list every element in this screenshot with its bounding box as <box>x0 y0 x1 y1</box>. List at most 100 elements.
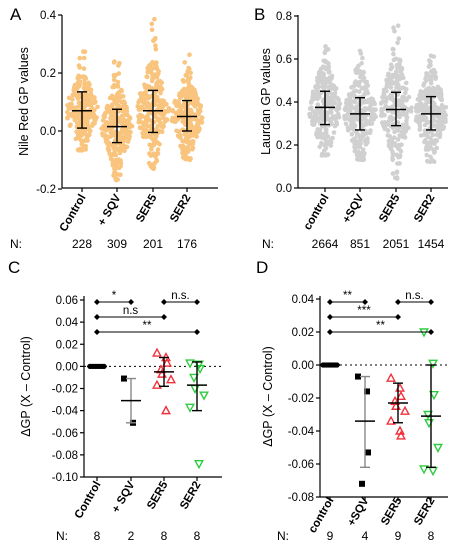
data-point <box>424 146 430 151</box>
data-point <box>189 373 199 383</box>
bracket-end-marker <box>161 299 167 305</box>
data-point <box>187 52 192 58</box>
data-point <box>401 85 407 91</box>
bracket-end-marker <box>128 299 134 305</box>
data-point <box>76 131 81 136</box>
data-point <box>139 94 145 100</box>
data-point <box>363 121 369 127</box>
data-point <box>391 51 396 57</box>
data-point <box>357 144 363 150</box>
data-point <box>415 105 420 111</box>
data-point <box>118 160 124 166</box>
data-point <box>113 146 119 151</box>
data-point <box>355 117 360 122</box>
data-point <box>181 117 186 122</box>
data-point <box>154 60 159 65</box>
data-point <box>366 97 372 103</box>
data-point <box>389 109 395 115</box>
panel-c: C ΔGP (X – Control) 0.06 0.04 0.02 0.00 -0.02 -… <box>8 258 222 543</box>
data-point <box>349 131 355 137</box>
data-point <box>88 87 94 93</box>
data-point <box>435 84 441 90</box>
data-point <box>152 65 157 71</box>
data-point <box>309 105 314 110</box>
data-point <box>320 64 326 69</box>
data-point <box>379 120 385 125</box>
data-point <box>317 73 322 79</box>
data-point <box>182 92 188 98</box>
data-point <box>381 112 386 117</box>
data-point <box>333 101 338 106</box>
y-tick-label: -0.04 <box>52 406 79 418</box>
data-point <box>433 443 443 453</box>
data-point <box>360 147 366 152</box>
data-point <box>112 150 117 155</box>
data-point <box>111 77 117 83</box>
data-point <box>396 430 406 440</box>
data-point <box>397 161 402 166</box>
data-point <box>81 66 87 71</box>
data-point <box>422 139 427 145</box>
n-prefix-label: N: <box>10 237 22 251</box>
data-point <box>351 137 357 142</box>
data-point <box>348 118 354 123</box>
data-point <box>88 91 94 96</box>
data-point <box>359 61 364 66</box>
data-point <box>195 97 200 103</box>
category-label: +SQV <box>341 192 367 225</box>
data-point <box>390 171 396 176</box>
data-point <box>330 114 336 120</box>
panel-letter: A <box>10 5 22 24</box>
data-point <box>113 166 119 171</box>
data-point <box>414 114 420 119</box>
y-tick-label: -0.08 <box>52 450 78 462</box>
data-point <box>430 69 435 74</box>
data-point <box>420 114 425 120</box>
data-point <box>403 90 408 96</box>
data-point <box>364 79 370 85</box>
data-point <box>192 90 198 95</box>
data-point <box>436 91 442 96</box>
y-tick-label: 0.2 <box>276 140 292 152</box>
data-point <box>435 114 441 119</box>
data-point <box>148 64 153 70</box>
data-point <box>187 110 193 116</box>
data-point <box>159 111 164 117</box>
data-point <box>328 101 334 106</box>
data-point <box>428 63 433 68</box>
data-point <box>108 134 114 139</box>
bracket-end-marker <box>94 329 100 335</box>
data-point <box>175 133 181 139</box>
data-point <box>125 139 131 144</box>
data-point <box>144 74 149 79</box>
data-point <box>166 374 176 384</box>
data-point <box>323 44 328 49</box>
data-point <box>364 388 370 395</box>
data-point <box>348 94 353 100</box>
data-point <box>349 121 354 127</box>
data-point <box>424 73 429 79</box>
data-point <box>386 415 396 425</box>
data-point <box>196 121 201 126</box>
data-point <box>149 85 155 91</box>
data-point <box>87 115 92 120</box>
data-point <box>117 150 123 156</box>
data-point <box>65 109 70 115</box>
data-point <box>112 82 117 88</box>
y-tick-label: 0.0 <box>276 183 292 195</box>
data-point <box>325 110 331 115</box>
data-point <box>424 119 430 125</box>
data-point <box>111 60 117 65</box>
data-point <box>329 121 334 127</box>
data-point <box>115 79 121 85</box>
category-label: SER5 <box>377 192 403 225</box>
data-point <box>321 112 327 118</box>
data-point <box>315 95 320 100</box>
data-point <box>138 107 143 112</box>
category-label: +SQV <box>346 495 372 528</box>
data-point <box>199 391 209 401</box>
data-point <box>388 118 394 123</box>
data-point <box>427 105 433 110</box>
data-point <box>359 72 365 77</box>
data-point <box>369 116 374 121</box>
